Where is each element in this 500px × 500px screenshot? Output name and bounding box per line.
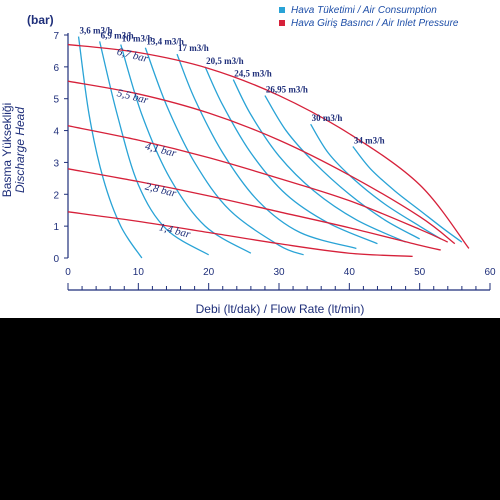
- y-axis-title-en: Discharge Head: [13, 107, 27, 193]
- consumption-label-10-m3-h: 10 m3/h: [122, 34, 153, 44]
- y-tick-label-1: 1: [53, 222, 59, 233]
- consumption-label-13-4-m3-h: 13,4 m3/h: [146, 37, 184, 47]
- chart-svg: Hava Tüketimi / Air Consumption Hava Gir…: [0, 5, 496, 316]
- consumption-curve-30-m3-h: [310, 123, 442, 240]
- consumption-label-34-m3-h: 34 m3/h: [354, 136, 385, 146]
- consumption-curve-17-m3-h: [176, 53, 357, 250]
- consumption-curve-10-m3-h: [120, 44, 252, 254]
- consumption-curve-3-6-m3-h: [77, 36, 143, 259]
- x-tick-label-10: 10: [133, 267, 145, 278]
- consumption-label-20-5-m3-h: 20,5 m3/h: [206, 56, 244, 66]
- x-axis-title: Debi (lt/dak) / Flow Rate (lt/min): [196, 302, 365, 316]
- pressure-curve-5-5-bar: [67, 80, 456, 245]
- consumption-label-30-m3-h: 30 m3/h: [312, 113, 343, 123]
- consumption-curve-34-m3-h: [352, 146, 463, 243]
- y-tick-label-6: 6: [53, 63, 59, 74]
- pressure-curve-1-4-bar: [67, 211, 413, 258]
- pressure-label-6-7-bar: 6,7 bar: [116, 46, 150, 66]
- consumption-curve-24-5-m3-h: [232, 79, 406, 243]
- y-tick-label-4: 4: [53, 127, 59, 138]
- y-axis-title-tr: Basma Yüksekliği: [0, 103, 14, 198]
- chart-panel: Hava Tüketimi / Air Consumption Hava Gir…: [0, 0, 500, 318]
- legend-label-air-consumption: Hava Tüketimi / Air Consumption: [291, 5, 437, 16]
- consumption-curve-26-95-m3-h: [264, 95, 420, 240]
- legend-label-air-inlet-pressure: Hava Giriş Basıncı / Air Inlet Pressure: [291, 18, 459, 29]
- y-tick-label-3: 3: [53, 158, 59, 169]
- pressure-label-1-4-bar: 1,4 bar: [158, 221, 192, 241]
- y-axis-unit: (bar): [27, 13, 54, 27]
- pressure-label-5-5-bar: 5,5 bar: [116, 87, 150, 107]
- legend-swatch-air-consumption: [279, 7, 285, 13]
- pressure-curve-6-7-bar: [67, 43, 470, 249]
- y-tick-label-5: 5: [53, 95, 59, 106]
- consumption-label-26-95-m3-h: 26,95 m3/h: [266, 85, 308, 95]
- consumption-label-24-5-m3-h: 24,5 m3/h: [234, 69, 272, 79]
- legend-swatch-air-inlet-pressure: [279, 20, 285, 26]
- pressure-curve-4-1-bar: [67, 125, 449, 243]
- pressure-label-4-1-bar: 4,1 bar: [144, 140, 178, 160]
- x-tick-label-30: 30: [273, 267, 285, 278]
- consumption-curve-6-9-m3-h: [99, 41, 210, 256]
- consumption-label-3-6-m3-h: 3,6 m3/h: [80, 26, 113, 36]
- x-tick-label-40: 40: [344, 267, 356, 278]
- consumption-label-17-m3-h: 17 m3/h: [178, 43, 209, 53]
- pressure-curve-2-8-bar: [67, 168, 441, 251]
- x-tick-label-20: 20: [203, 267, 215, 278]
- x-tick-label-50: 50: [414, 267, 426, 278]
- x-tick-label-60: 60: [484, 267, 496, 278]
- y-tick-label-7: 7: [53, 31, 59, 42]
- y-tick-label-2: 2: [53, 190, 59, 201]
- x-tick-label-0: 0: [65, 267, 71, 278]
- y-tick-label-0: 0: [53, 254, 59, 265]
- consumption-label-6-9-m3-h: 6,9 m3/h: [101, 30, 134, 40]
